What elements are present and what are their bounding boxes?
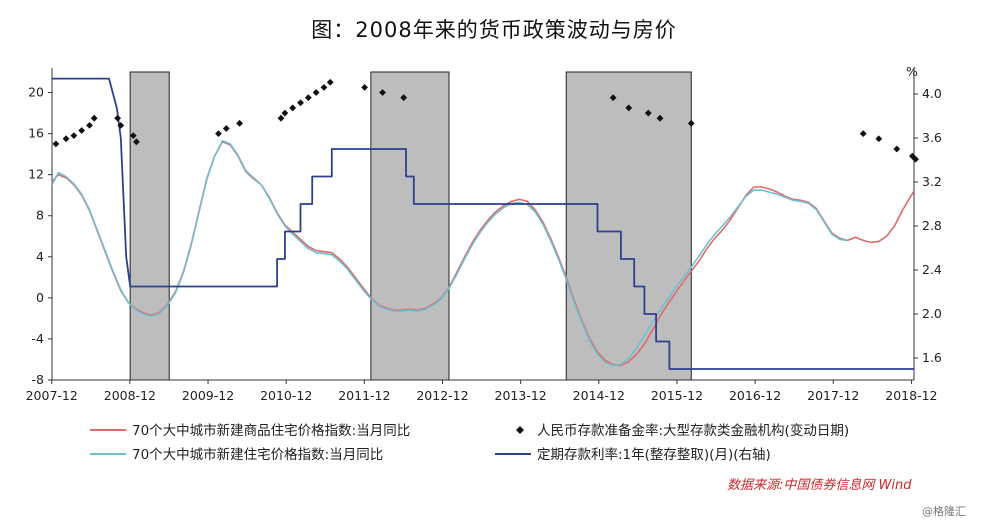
right-tick-label: 4.0 xyxy=(922,86,942,101)
x-tick-label: 2014-12 xyxy=(573,388,625,403)
reserve-ratio-point xyxy=(912,155,919,163)
reserve-ratio-point xyxy=(277,114,285,122)
right-tick-label: 1.6 xyxy=(922,350,942,365)
right-axis-unit: % xyxy=(906,64,918,79)
right-axis-ticks: % 4.0 3.6 3.2 2.8 2.4 2.0 1.6 xyxy=(906,64,942,365)
x-tick-label: 2008-12 xyxy=(104,388,156,403)
reserve-ratio-point xyxy=(304,94,312,102)
reserve-ratio-point xyxy=(78,127,86,134)
x-tick-label: 2016-12 xyxy=(729,388,781,403)
left-tick-label: 12 xyxy=(28,167,44,182)
reserve-ratio-point xyxy=(70,132,78,140)
x-tick-label: 2007-12 xyxy=(26,388,78,403)
reserve-ratio-point xyxy=(222,125,230,132)
shaded-period-2 xyxy=(370,71,450,381)
reserve-ratio-point xyxy=(326,78,334,86)
reserve-ratio-point xyxy=(609,94,617,102)
reserve-ratio-point xyxy=(236,119,243,127)
right-tick-label: 3.6 xyxy=(922,130,942,145)
reserve-ratio-point xyxy=(379,89,386,96)
right-tick-label: 3.2 xyxy=(922,174,942,189)
reserve-ratio-point xyxy=(289,104,297,112)
reserve-ratio-point xyxy=(281,109,289,117)
legend-label: 70个大中城市新建住宅价格指数:当月同比 xyxy=(132,446,383,463)
left-tick-label: 4 xyxy=(36,249,44,264)
reserve-ratio-point xyxy=(644,109,652,117)
reserve-ratio-point xyxy=(86,121,93,129)
reserve-ratio-markers xyxy=(52,78,919,163)
x-tick-label: 2018-12 xyxy=(885,388,937,403)
x-tick-label: 2015-12 xyxy=(651,388,703,403)
x-tick-label: 2011-12 xyxy=(338,388,390,403)
x-tick-label: 2017-12 xyxy=(807,388,859,403)
left-tick-label: 8 xyxy=(36,208,44,223)
left-axis-ticks: 20 16 12 8 4 0 -4 -8 xyxy=(28,85,52,387)
series-line-2 xyxy=(51,140,848,367)
reserve-ratio-point xyxy=(400,94,408,102)
reserve-ratio-point xyxy=(859,130,867,137)
series-line-3 xyxy=(52,77,914,370)
x-tick-label: 2009-12 xyxy=(182,388,234,403)
right-tick-label: 2.0 xyxy=(922,306,942,321)
shaded-periods xyxy=(129,71,692,381)
legend-marker-diamond xyxy=(516,426,524,434)
plot-frame xyxy=(51,68,915,381)
shaded-period-1 xyxy=(129,71,170,381)
reserve-ratio-point xyxy=(312,89,320,96)
reserve-ratio-point xyxy=(129,132,137,140)
reserve-ratio-point xyxy=(52,140,60,148)
left-tick-label: -8 xyxy=(32,372,45,387)
watermark: @格隆汇 xyxy=(922,505,966,518)
legend: 70个大中城市新建商品住宅价格指数:当月同比 人民币存款准备金率:大型存款类金融机… xyxy=(90,422,849,463)
reserve-ratio-point xyxy=(215,130,222,137)
x-tick-label: 2012-12 xyxy=(416,388,468,403)
reserve-ratio-point xyxy=(656,114,664,122)
reserve-ratio-point xyxy=(114,114,122,122)
series-lines xyxy=(51,77,915,370)
legend-label: 人民币存款准备金率:大型存款类金融机构(变动日期) xyxy=(537,422,849,439)
reserve-ratio-point xyxy=(117,121,125,129)
data-source: 数据来源:中国债券信息网 Wind xyxy=(727,478,912,493)
shaded-period-3 xyxy=(565,71,692,381)
x-tick-label: 2010-12 xyxy=(260,388,312,403)
left-tick-label: 0 xyxy=(36,290,44,305)
reserve-ratio-point xyxy=(320,84,328,91)
reserve-ratio-point xyxy=(893,145,901,153)
reserve-ratio-point xyxy=(875,135,883,143)
series-line-1 xyxy=(51,141,915,367)
reserve-ratio-point xyxy=(687,119,695,127)
reserve-ratio-point xyxy=(62,135,70,143)
left-tick-label: 16 xyxy=(28,126,44,141)
x-axis-ticks: 2007-12 2008-12 2009-12 2010-12 2011-12 2012-… xyxy=(26,380,938,403)
reserve-ratio-point xyxy=(625,104,633,112)
left-tick-label: -4 xyxy=(32,331,45,346)
reserve-ratio-point xyxy=(361,84,369,91)
reserve-ratio-point xyxy=(90,114,98,122)
right-tick-label: 2.4 xyxy=(922,262,942,277)
left-tick-label: 20 xyxy=(28,85,44,100)
legend-label: 70个大中城市新建商品住宅价格指数:当月同比 xyxy=(132,422,410,439)
reserve-ratio-point xyxy=(133,138,140,146)
reserve-ratio-point xyxy=(297,99,304,107)
x-tick-label: 2013-12 xyxy=(495,388,547,403)
chart-title: 图：2008年来的货币政策波动与房价 xyxy=(311,18,677,42)
legend-label: 定期存款利率:1年(整存整取)(月)(右轴) xyxy=(537,446,771,463)
right-tick-label: 2.8 xyxy=(922,218,942,233)
